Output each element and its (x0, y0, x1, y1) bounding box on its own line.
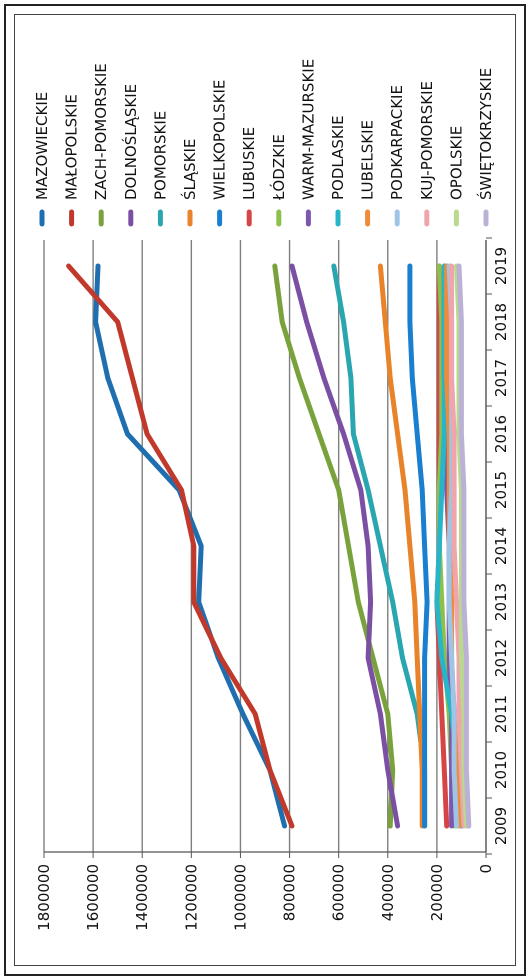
series-line-6 (407, 263, 430, 829)
x-tick-label-5: 2014 (492, 527, 510, 565)
x-tick-label-2: 2011 (492, 695, 510, 733)
y-tick-label-7: 1400000 (133, 864, 151, 931)
y-tick-label-8: 1600000 (84, 864, 102, 931)
series-line-13 (449, 263, 467, 829)
series-line-1 (66, 263, 295, 829)
legend-label-7: LUBUSKIE (240, 127, 258, 200)
legend-label-5: ŚLĄSKIE (180, 139, 199, 200)
legend-label-3: DOLNOŚLĄSKIE (121, 84, 140, 200)
series-line-0 (93, 263, 288, 829)
legend-label-2: ZACH-POMORSKIE (92, 63, 110, 200)
series-line-5 (377, 263, 425, 829)
x-tick-label-1: 2010 (492, 751, 510, 789)
legend-label-9: WARM-MAZURSKIE (299, 59, 317, 200)
y-tick-label-1: 200000 (428, 864, 446, 921)
y-tick-label-6: 1200000 (182, 864, 200, 931)
x-tick-label-10: 2019 (492, 247, 510, 285)
x-tick-label-8: 2017 (492, 359, 510, 397)
x-tick-label-9: 2018 (492, 303, 510, 341)
legend-label-8: ŁÓDZKIE (269, 134, 288, 201)
legend-label-11: LUBELSKIE (359, 120, 377, 200)
legend-label-0: MAZOWIECKIE (33, 92, 51, 200)
y-tick-label-5: 1000000 (231, 864, 249, 931)
grid-lines (43, 240, 487, 852)
legend-label-12: PODKARPACKIE (388, 85, 406, 200)
series-line-15 (456, 263, 472, 829)
y-tick-labels: 0 200000 400000 600000 800000 1000000 1200000 1… (35, 864, 495, 931)
series-line-3 (289, 263, 401, 829)
y-tick-label-3: 600000 (330, 864, 348, 921)
x-tick-label-6: 2015 (492, 471, 510, 509)
legend-label-4: POMORSKIE (151, 111, 169, 200)
legend-label-14: OPOLSKIE (447, 126, 465, 200)
legend-label-15: ŚWIĘTOKRZYSKIE (476, 68, 495, 200)
x-tick-labels: 2009 2010 2011 2012 2013 2014 2015 2016 2017 2018… (492, 247, 510, 845)
x-tick-label-4: 2013 (492, 583, 510, 621)
y-tick-label-4: 800000 (281, 864, 299, 921)
axes (43, 237, 492, 858)
series-line-2 (272, 263, 396, 829)
legend-label-6: WIELKOPOLSKIE (211, 80, 229, 200)
y-tick-label-9: 1800000 (35, 864, 53, 931)
x-tick-label-0: 2009 (492, 807, 510, 845)
series-lines (66, 263, 472, 829)
legend-label-13: KUJ-POMORSKIE (418, 81, 436, 200)
y-tick-label-0: 0 (477, 864, 495, 874)
legend-label-10: PODLASKIE (329, 115, 347, 200)
legend-label-1: MAŁOPOLSKIE (63, 94, 81, 200)
y-tick-label-2: 400000 (379, 864, 397, 921)
legend: MAZOWIECKIE MAŁOPOLSKIE ZACH-POMORSKIE DOLN… (33, 59, 495, 227)
x-tick-label-3: 2012 (492, 639, 510, 677)
x-tick-label-7: 2016 (492, 415, 510, 453)
outer-frame (4, 4, 526, 976)
inner-frame (14, 14, 516, 966)
